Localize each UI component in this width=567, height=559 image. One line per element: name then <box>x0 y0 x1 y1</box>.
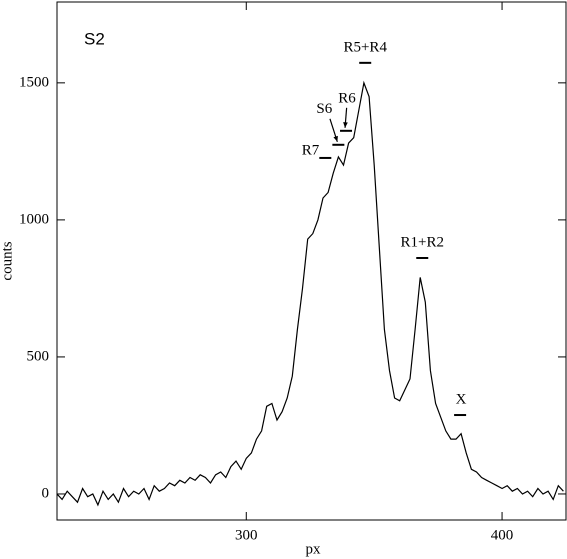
annotation-label: R1+R2 <box>401 234 444 250</box>
x-axis-label: px <box>306 541 322 557</box>
annotation-label: R6 <box>338 90 356 106</box>
x-tick-label: 300 <box>235 527 258 543</box>
y-tick-label: 0 <box>42 485 50 501</box>
annotation-label: X <box>456 391 467 407</box>
annotation-label: R7 <box>302 142 320 158</box>
annotation-arrowhead <box>333 135 338 142</box>
annotation-label: S6 <box>316 101 332 117</box>
y-axis-label: counts <box>0 241 15 280</box>
annotation-arrowhead <box>343 122 348 128</box>
x-tick-label: 400 <box>491 527 514 543</box>
y-tick-label: 1500 <box>19 74 49 90</box>
plot-frame <box>56 1 567 521</box>
chart-title: S2 <box>84 29 105 48</box>
data-line <box>57 80 564 507</box>
annotation-label: R5+R4 <box>343 39 387 55</box>
y-tick-label: 500 <box>27 348 50 364</box>
y-tick-label: 1000 <box>19 211 49 227</box>
